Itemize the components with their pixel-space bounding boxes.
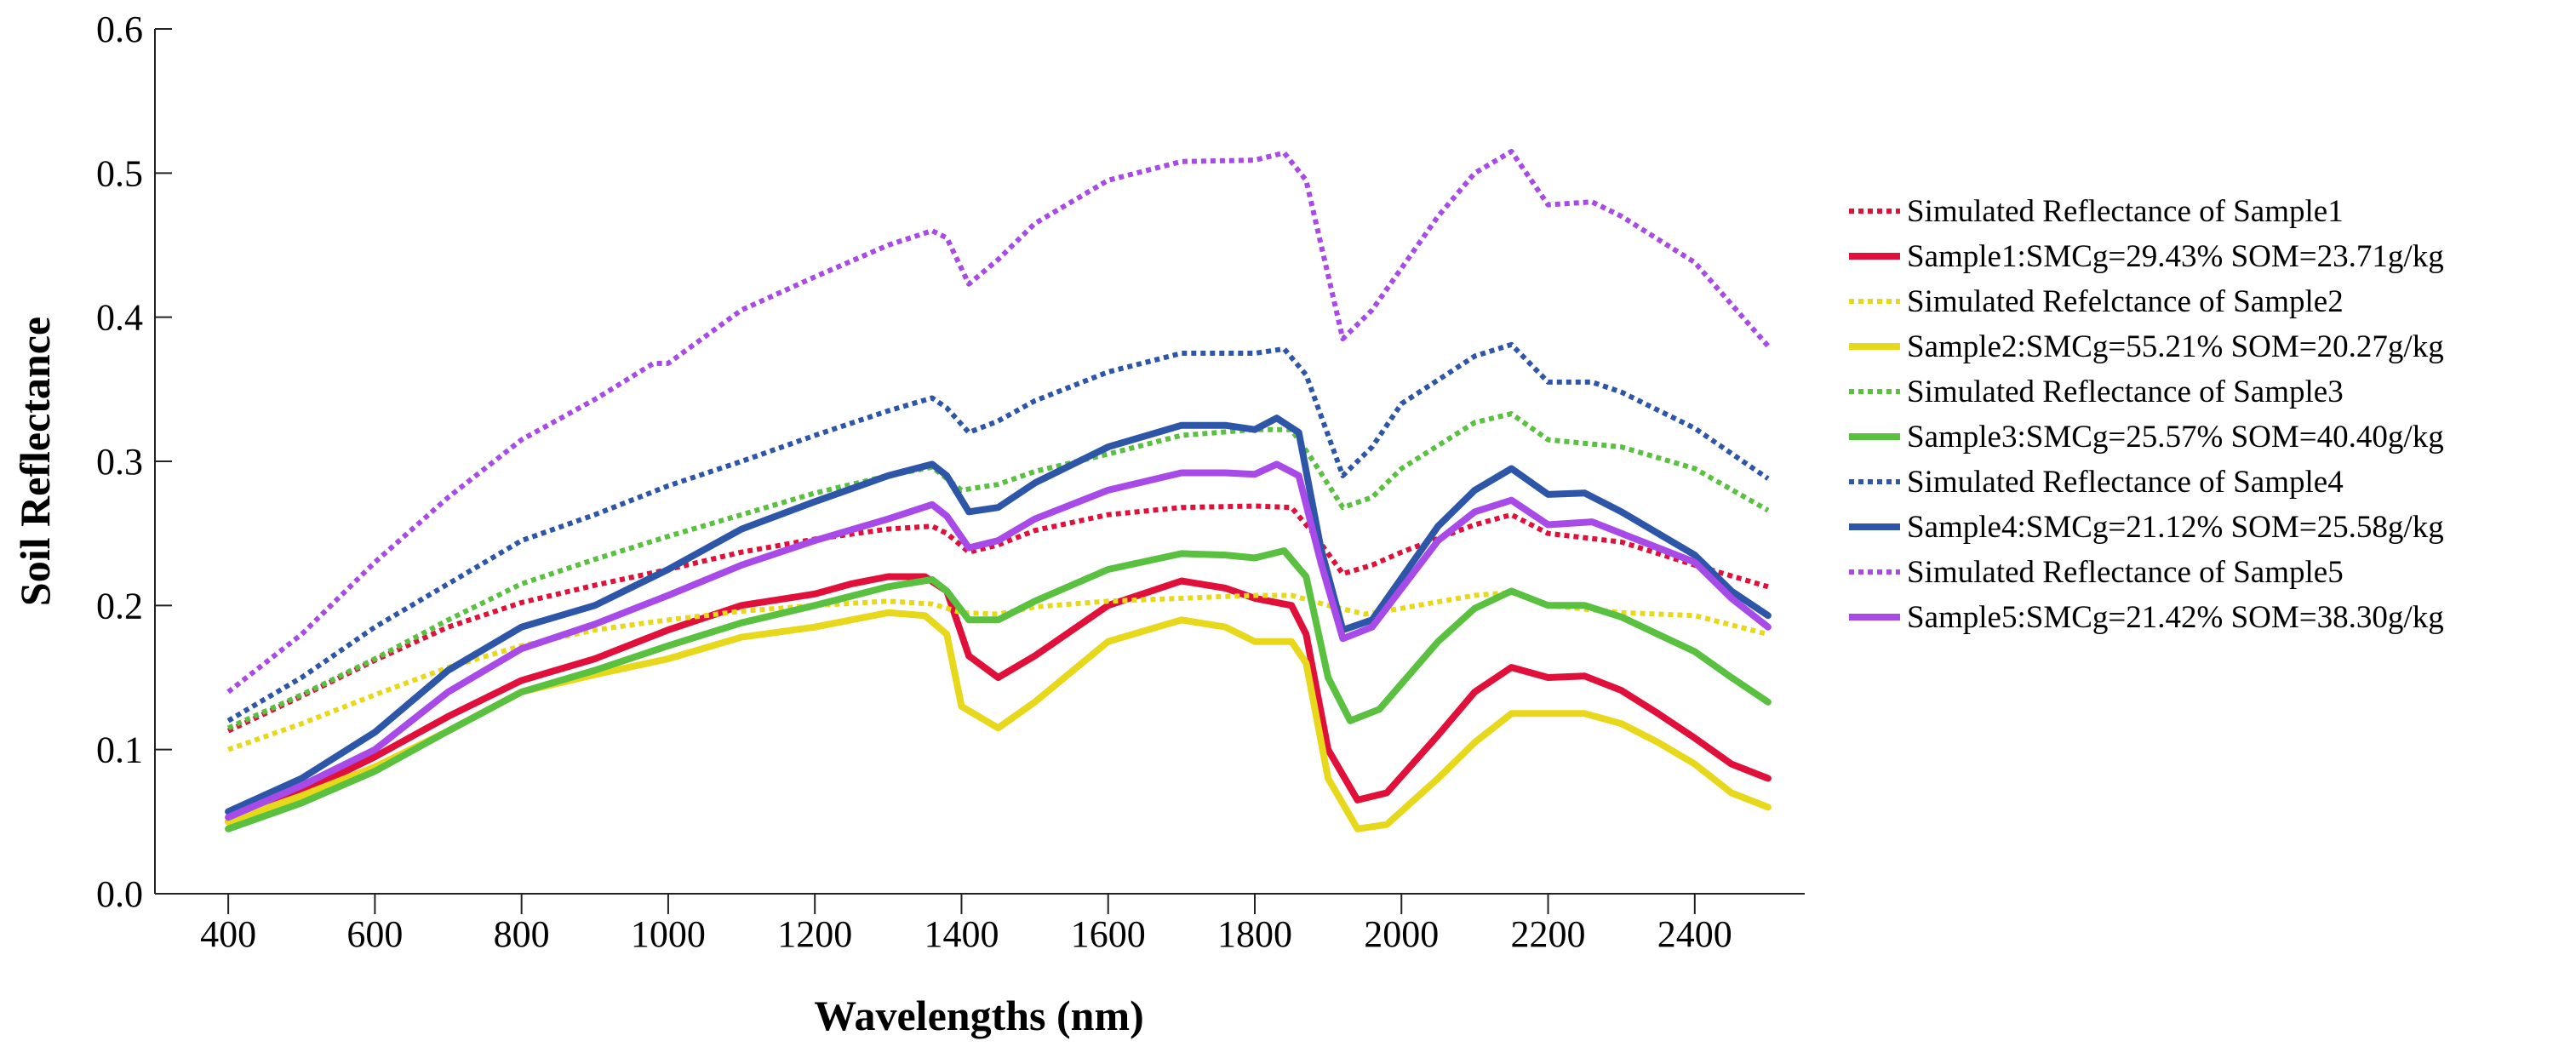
y-tick-label: 0.6 — [96, 9, 143, 50]
y-tick-label: 0.4 — [96, 297, 143, 339]
y-tick-label: 0.3 — [96, 441, 143, 483]
legend: Simulated Reflectance of Sample1 Sample1:… — [1849, 194, 2444, 635]
series-line-1 — [226, 503, 1769, 734]
series-line-9 — [226, 148, 1771, 695]
series-line-5 — [226, 411, 1770, 731]
legend-label: Sample5:SMCg=21.42% SOM=38.30g/kg — [1907, 600, 2444, 635]
x-tick-label: 600 — [346, 913, 403, 955]
y-tick-label: 0.0 — [96, 873, 143, 915]
y-axis-title: Soil Reflectance — [11, 317, 59, 606]
x-tick-label: 400 — [200, 913, 256, 955]
series-line-8 — [225, 415, 1772, 815]
x-axis-ticks: 400 600 800 1000 1200 1400 1600 1800 2000 2200 240… — [200, 894, 1732, 955]
legend-label: Sample4:SMCg=21.12% SOM=25.58g/kg — [1907, 510, 2444, 545]
legend-label: Simulated Reflectance of Sample1 — [1907, 194, 2344, 229]
x-tick-label: 1400 — [924, 913, 999, 955]
x-tick-label: 2000 — [1364, 913, 1439, 955]
series-line-2 — [225, 573, 1772, 826]
series-line-4 — [225, 609, 1772, 832]
legend-label: Sample3:SMCg=25.57% SOM=40.40g/kg — [1907, 420, 2444, 455]
legend-label: Simulated Reflectance of Sample3 — [1907, 375, 2344, 409]
y-tick-label: 0.2 — [96, 585, 143, 626]
legend-label: Simulated Refelctance of Sample2 — [1907, 284, 2344, 319]
x-tick-label: 800 — [494, 913, 550, 955]
y-tick-label: 0.5 — [96, 152, 143, 194]
legend-label: Sample2:SMCg=55.21% SOM=20.27g/kg — [1907, 329, 2444, 364]
x-tick-label: 1600 — [1071, 913, 1146, 955]
x-tick-label: 1200 — [777, 913, 852, 955]
series-line-6 — [225, 547, 1772, 832]
series-lines — [225, 148, 1772, 832]
plot-area: 0.0 0.1 0.2 0.3 0.4 0.5 0.6 400 600 800 1000 1200 1… — [96, 9, 1805, 955]
legend-label: Sample1:SMCg=29.43% SOM=23.71g/kg — [1907, 239, 2444, 274]
y-tick-label: 0.1 — [96, 729, 143, 771]
x-tick-label: 2400 — [1657, 913, 1732, 955]
x-tick-label: 2200 — [1511, 913, 1586, 955]
y-axis-ticks: 0.0 0.1 0.2 0.3 0.4 0.5 0.6 — [96, 9, 172, 915]
legend-label: Simulated Reflectance of Sample5 — [1907, 555, 2344, 590]
x-tick-label: 1000 — [631, 913, 706, 955]
x-axis-title: Wavelengths (nm) — [814, 992, 1144, 1039]
series-line-7 — [226, 341, 1770, 723]
series-line-10 — [225, 460, 1772, 821]
legend-label: Simulated Reflectance of Sample4 — [1907, 465, 2344, 500]
x-tick-label: 1800 — [1217, 913, 1292, 955]
